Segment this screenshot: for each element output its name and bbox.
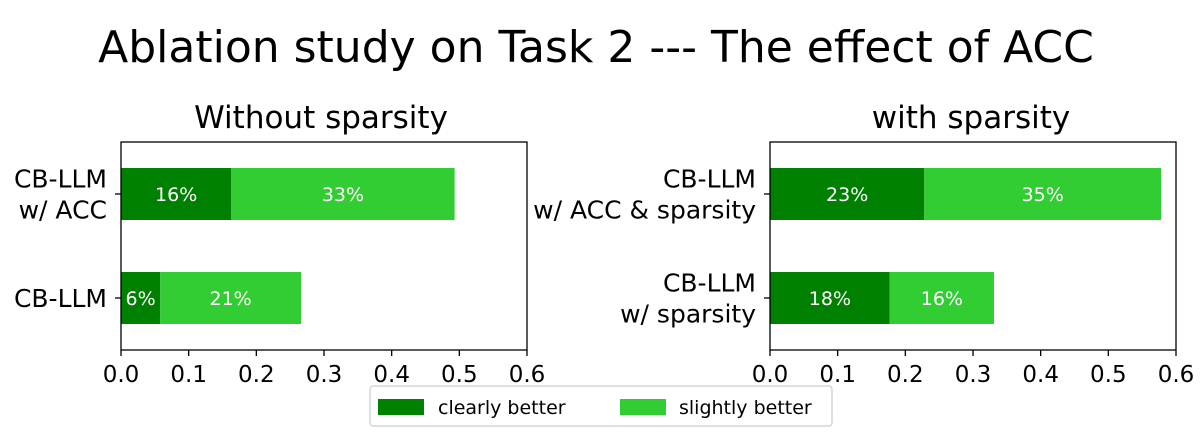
bar-data-label: 6% bbox=[126, 288, 156, 310]
x-tick-label: 0.3 bbox=[306, 362, 343, 388]
bar-slightly-better bbox=[889, 272, 994, 324]
x-tick-label: 0.5 bbox=[441, 362, 478, 388]
x-tick-label: 0.5 bbox=[1090, 362, 1127, 388]
x-tick-label: 0.1 bbox=[170, 362, 207, 388]
legend-swatch-clearly-better bbox=[378, 399, 424, 415]
legend: clearly better slightly better bbox=[369, 385, 833, 427]
x-tick-label: 0.1 bbox=[819, 362, 856, 388]
legend-label-clearly-better: clearly better bbox=[438, 397, 566, 419]
y-tick-label: CB-LLM bbox=[14, 284, 107, 313]
y-tick-label: CB-LLM bbox=[14, 165, 107, 194]
x-tick-label: 0.6 bbox=[1158, 362, 1195, 388]
bar-data-label: 35% bbox=[1022, 184, 1064, 206]
bar-slightly-better bbox=[160, 272, 301, 324]
x-tick-label: 0.2 bbox=[887, 362, 924, 388]
bar-clearly-better bbox=[121, 272, 161, 324]
x-tick-label: 0.3 bbox=[955, 362, 992, 388]
figure-title: Ablation study on Task 2 --- The effect … bbox=[98, 22, 1094, 73]
x-tick-label: 0.0 bbox=[103, 362, 140, 388]
bar-data-label: 18% bbox=[809, 288, 851, 310]
bar-clearly-better bbox=[770, 168, 925, 220]
x-tick-label: 0.6 bbox=[509, 362, 546, 388]
y-tick-label: w/ ACC & sparsity bbox=[533, 196, 756, 225]
y-tick-label: CB-LLM bbox=[663, 165, 756, 194]
bar-clearly-better bbox=[770, 272, 890, 324]
bar-data-label: 33% bbox=[322, 184, 364, 206]
bar-slightly-better bbox=[231, 168, 455, 220]
plot-frame bbox=[769, 141, 1177, 351]
plot-frame bbox=[120, 141, 528, 351]
bar-clearly-better bbox=[121, 168, 232, 220]
legend-label-slightly-better: slightly better bbox=[679, 397, 812, 419]
y-tick-label: CB-LLM bbox=[663, 269, 756, 298]
x-tick-label: 0.4 bbox=[373, 362, 410, 388]
x-tick-label: 0.2 bbox=[238, 362, 275, 388]
bar-slightly-better bbox=[924, 168, 1162, 220]
legend-frame bbox=[369, 385, 833, 427]
x-tick-label: 0.4 bbox=[1022, 362, 1059, 388]
legend-swatch-slightly-better bbox=[620, 399, 666, 415]
panel-title: with sparsity bbox=[872, 100, 1070, 136]
bar-data-label: 16% bbox=[155, 184, 197, 206]
y-tick-label: w/ ACC bbox=[19, 196, 107, 225]
bar-data-label: 21% bbox=[210, 288, 252, 310]
bar-data-label: 16% bbox=[921, 288, 963, 310]
y-tick-label: w/ sparsity bbox=[620, 300, 756, 329]
bar-data-label: 23% bbox=[826, 184, 868, 206]
panel-title: Without sparsity bbox=[194, 100, 448, 136]
x-tick-label: 0.0 bbox=[752, 362, 789, 388]
